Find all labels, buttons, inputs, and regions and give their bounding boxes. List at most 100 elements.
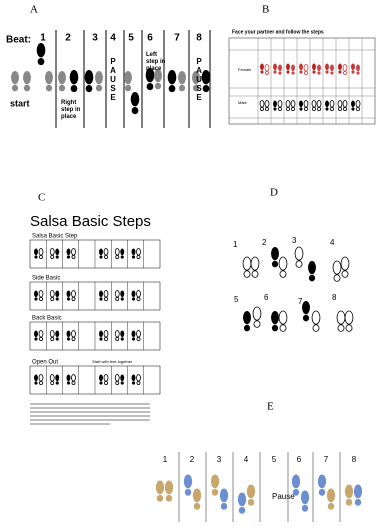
footprint bbox=[34, 375, 38, 385]
footprint bbox=[265, 101, 269, 111]
panel-label: E bbox=[267, 401, 274, 413]
footprint bbox=[304, 65, 308, 75]
footprint bbox=[338, 101, 342, 111]
footprint bbox=[104, 291, 108, 301]
footprint bbox=[104, 331, 108, 341]
panel-label: D bbox=[270, 187, 278, 199]
panel-label: B bbox=[262, 4, 269, 16]
footprint bbox=[132, 375, 136, 385]
footprint bbox=[115, 291, 119, 301]
footprint bbox=[115, 249, 119, 259]
footprint bbox=[50, 331, 54, 341]
beat-number: 5 bbox=[128, 33, 134, 44]
footprint bbox=[85, 70, 94, 92]
footprint bbox=[341, 257, 349, 277]
footprint bbox=[34, 291, 38, 301]
footprint bbox=[184, 475, 192, 496]
beat-number: 1 bbox=[40, 33, 46, 44]
footprint bbox=[299, 64, 303, 74]
footprint bbox=[178, 71, 186, 91]
footprint bbox=[273, 64, 277, 74]
footprint bbox=[120, 291, 124, 301]
page: A B C D E Beat: start Face your partner … bbox=[0, 0, 378, 529]
table-frame bbox=[229, 38, 375, 124]
step-number: 8 bbox=[352, 455, 357, 464]
footprint bbox=[120, 375, 124, 385]
footprint bbox=[154, 69, 162, 89]
footprint bbox=[330, 65, 334, 75]
step-number: 2 bbox=[262, 238, 267, 247]
footprint bbox=[238, 493, 246, 514]
footprint bbox=[168, 70, 177, 92]
footprint bbox=[72, 331, 76, 341]
footprint bbox=[132, 331, 136, 341]
step-number: 4 bbox=[330, 238, 335, 247]
footprint bbox=[39, 331, 43, 341]
step-number: 3 bbox=[217, 455, 222, 464]
footprint bbox=[132, 249, 136, 259]
step-number: 3 bbox=[292, 236, 297, 245]
footprint bbox=[137, 375, 141, 385]
row-label: Male bbox=[238, 100, 247, 105]
footprint bbox=[312, 101, 316, 111]
footprint bbox=[99, 291, 103, 301]
step-number: 1 bbox=[163, 455, 168, 464]
footprint bbox=[137, 291, 141, 301]
beat-number: 6 bbox=[147, 33, 153, 44]
footprint bbox=[99, 375, 103, 385]
footprint bbox=[265, 65, 269, 75]
footprint bbox=[220, 489, 228, 510]
footprint bbox=[354, 485, 362, 506]
footprint bbox=[72, 249, 76, 259]
footprint bbox=[317, 65, 321, 75]
beat-number: 8 bbox=[196, 33, 202, 44]
footprint bbox=[318, 475, 326, 496]
footprint bbox=[39, 249, 43, 259]
step-number: 1 bbox=[233, 240, 238, 249]
footprint bbox=[292, 475, 300, 496]
chart-title: Salsa Basic Steps bbox=[30, 213, 151, 230]
step-number: 4 bbox=[244, 455, 249, 464]
footprint bbox=[11, 71, 19, 91]
footprint bbox=[120, 331, 124, 341]
footprint bbox=[278, 101, 282, 111]
footprint bbox=[351, 64, 355, 74]
start-label: start bbox=[10, 98, 30, 108]
footprint bbox=[45, 71, 53, 91]
footprint bbox=[345, 311, 353, 331]
footprint bbox=[304, 101, 308, 111]
footprint bbox=[67, 291, 71, 301]
footprint bbox=[286, 64, 290, 74]
footprint bbox=[279, 257, 287, 277]
beat-label: Beat: bbox=[6, 35, 31, 46]
footprint bbox=[299, 101, 303, 111]
footprint bbox=[351, 101, 355, 111]
step-number: 7 bbox=[324, 455, 329, 464]
footprint bbox=[124, 71, 132, 91]
footprint bbox=[343, 101, 347, 111]
panel-label: C bbox=[38, 192, 45, 204]
footprint bbox=[333, 261, 341, 281]
footprint bbox=[243, 257, 251, 277]
section-title: Back Basic bbox=[32, 316, 62, 322]
step-number: 6 bbox=[297, 455, 302, 464]
footprint bbox=[356, 65, 360, 75]
footprint bbox=[325, 101, 329, 111]
footprint bbox=[312, 311, 320, 331]
footprint bbox=[104, 375, 108, 385]
footprint bbox=[260, 101, 264, 111]
panel-label: A bbox=[30, 4, 38, 16]
footprint bbox=[55, 375, 59, 385]
footprint bbox=[132, 291, 136, 301]
footprint bbox=[327, 489, 335, 510]
footprint bbox=[50, 375, 54, 385]
footprint bbox=[330, 101, 334, 111]
beat-number: 3 bbox=[92, 33, 98, 44]
footprint bbox=[253, 307, 261, 327]
footprint bbox=[291, 101, 295, 111]
pause-label: PAUSE bbox=[110, 57, 116, 102]
footprint bbox=[72, 291, 76, 301]
footprint bbox=[243, 311, 251, 331]
